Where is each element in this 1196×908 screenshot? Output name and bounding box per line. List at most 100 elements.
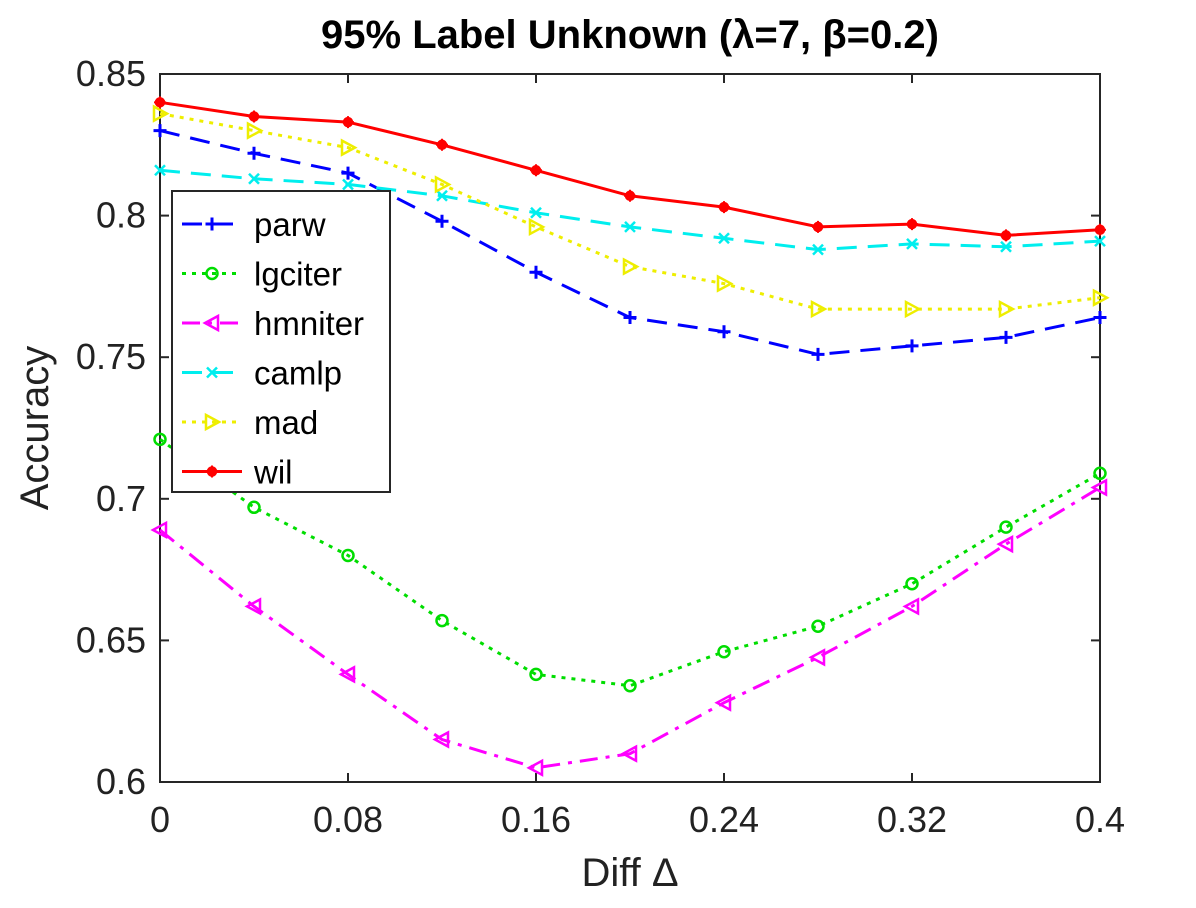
axis-ticks: 0 0.08 0.16 0.24 0.32 0.4 0.6 0.65 0.7 0.75 0.8 0.8… bbox=[76, 53, 1125, 840]
data-point-hmniter bbox=[244, 597, 262, 616]
data-point-parw bbox=[811, 347, 825, 361]
y-tick-label: 0.8 bbox=[96, 195, 146, 236]
data-point-lgciter bbox=[717, 644, 731, 659]
x-tick-label: 0 bbox=[150, 799, 170, 840]
legend-label-parw: parw bbox=[254, 206, 326, 243]
data-point-wil-cross bbox=[812, 220, 824, 233]
x-tick-label: 0.4 bbox=[1075, 799, 1125, 840]
x-tick-label: 0.32 bbox=[877, 799, 947, 840]
data-point-wil-cross bbox=[718, 201, 730, 214]
data-point-lgciter bbox=[247, 500, 261, 515]
data-point-mad bbox=[810, 299, 828, 319]
series-wil bbox=[154, 96, 1106, 242]
data-point-mad bbox=[152, 104, 170, 123]
series-lgciter bbox=[153, 432, 1107, 693]
data-point-hmniter bbox=[1090, 478, 1108, 497]
data-point-lgciter bbox=[623, 678, 637, 693]
legend-label-lgciter: lgciter bbox=[254, 256, 342, 293]
data-point-lgciter bbox=[999, 520, 1013, 534]
y-tick-label: 0.65 bbox=[76, 619, 146, 660]
data-point-wil-cross bbox=[154, 96, 166, 109]
data-point-hmniter bbox=[714, 693, 732, 712]
data-point-camlp bbox=[624, 221, 636, 233]
data-point-wil-cross bbox=[436, 138, 448, 151]
data-point-parw bbox=[1093, 311, 1107, 325]
series-layer bbox=[150, 96, 1110, 777]
y-tick-label: 0.75 bbox=[76, 336, 146, 377]
legend-label-mad: mad bbox=[254, 404, 318, 441]
data-point-lgciter bbox=[529, 667, 543, 682]
legend-marker-camlp bbox=[206, 366, 218, 379]
data-point-lgciter bbox=[153, 432, 167, 447]
data-point-camlp bbox=[436, 189, 448, 202]
data-point-hmniter bbox=[902, 597, 920, 616]
legend-label-camlp: camlp bbox=[254, 355, 342, 392]
data-point-wil-cross bbox=[624, 189, 636, 202]
legend-marker-wil-cross bbox=[206, 465, 218, 478]
data-point-wil-cross bbox=[248, 110, 260, 123]
legend-label-wil: wil bbox=[253, 454, 293, 491]
data-point-mad bbox=[528, 217, 546, 237]
data-point-lgciter bbox=[435, 613, 449, 628]
data-point-wil-cross bbox=[1000, 229, 1012, 242]
data-point-parw bbox=[341, 166, 355, 180]
data-point-camlp bbox=[154, 164, 166, 177]
data-point-camlp bbox=[530, 206, 542, 219]
data-point-camlp bbox=[248, 172, 260, 185]
data-point-camlp bbox=[812, 243, 824, 256]
data-point-mad bbox=[434, 175, 452, 194]
data-point-lgciter bbox=[905, 577, 919, 591]
data-point-parw bbox=[435, 214, 449, 228]
data-point-camlp bbox=[906, 238, 918, 250]
data-point-camlp bbox=[342, 178, 354, 191]
x-axis-label: Diff Δ bbox=[581, 851, 678, 895]
data-point-parw bbox=[529, 265, 543, 279]
chart-title: 95% Label Unknown (λ=7, β=0.2) bbox=[321, 13, 939, 57]
legend-marker-mad bbox=[204, 412, 222, 432]
legend-label-hmniter: hmniter bbox=[254, 305, 364, 342]
data-point-parw bbox=[153, 124, 167, 138]
y-tick-label: 0.6 bbox=[96, 761, 146, 802]
data-point-lgciter bbox=[341, 548, 355, 563]
data-point-parw bbox=[999, 330, 1013, 344]
data-point-hmniter bbox=[338, 665, 356, 684]
x-tick-label: 0.16 bbox=[501, 799, 571, 840]
data-point-mad bbox=[998, 299, 1016, 319]
data-point-hmniter bbox=[150, 520, 168, 540]
series-camlp bbox=[154, 164, 1106, 256]
data-point-mad bbox=[1092, 288, 1110, 307]
data-point-camlp bbox=[1000, 240, 1012, 253]
series-mad bbox=[152, 104, 1110, 319]
y-axis-label: Accuracy bbox=[13, 346, 57, 511]
data-point-lgciter bbox=[811, 619, 825, 633]
legend: parw lgciter hmniter camlp mad wil bbox=[171, 190, 391, 493]
data-point-mad bbox=[904, 299, 922, 319]
legend-marker-lgciter bbox=[205, 266, 219, 281]
data-point-hmniter bbox=[996, 535, 1014, 554]
legend-marker-parw bbox=[205, 217, 219, 231]
data-point-hmniter bbox=[526, 758, 544, 777]
data-point-parw bbox=[717, 325, 731, 339]
data-point-parw bbox=[905, 339, 919, 353]
data-point-wil-cross bbox=[342, 116, 354, 129]
data-point-wil-cross bbox=[906, 218, 918, 231]
data-point-wil-cross bbox=[1094, 223, 1106, 236]
data-point-mad bbox=[246, 121, 264, 140]
data-point-hmniter bbox=[620, 744, 638, 763]
series-line-hmniter bbox=[159, 486, 1101, 770]
data-point-parw bbox=[247, 146, 261, 160]
data-point-camlp bbox=[1094, 235, 1106, 247]
data-point-parw bbox=[623, 311, 637, 325]
legend-marker-hmniter bbox=[202, 313, 220, 333]
y-tick-label: 0.85 bbox=[76, 53, 146, 94]
series-parw bbox=[153, 124, 1107, 361]
data-point-hmniter bbox=[808, 648, 826, 667]
series-hmniter bbox=[150, 478, 1108, 777]
data-point-mad bbox=[622, 257, 640, 276]
data-point-mad bbox=[340, 138, 358, 157]
legend-box bbox=[171, 190, 391, 493]
data-point-wil-cross bbox=[530, 164, 542, 177]
data-point-mad bbox=[716, 274, 734, 293]
data-point-hmniter bbox=[432, 730, 450, 749]
